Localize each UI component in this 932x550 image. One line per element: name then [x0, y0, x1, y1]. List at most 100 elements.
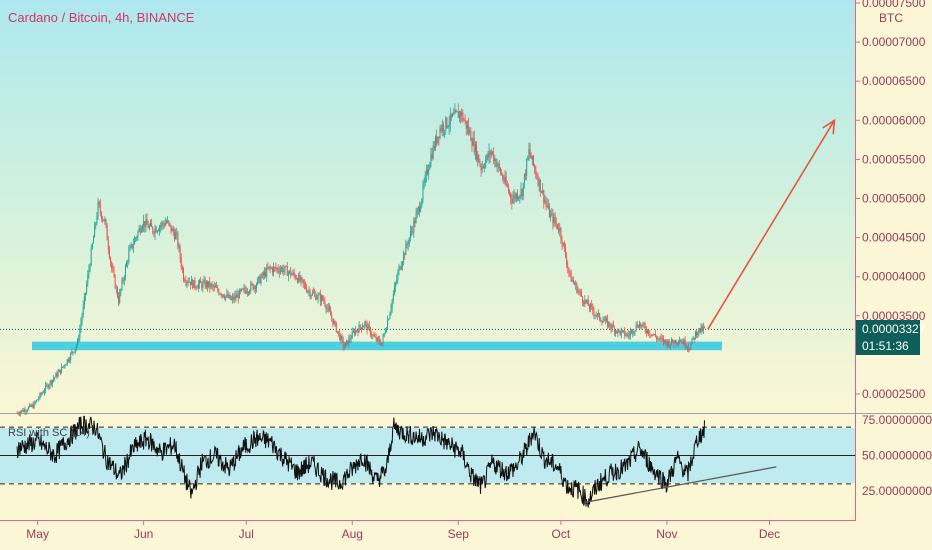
candle-body	[61, 366, 63, 374]
rsi-trendline[interactable]	[584, 466, 777, 503]
candle-body	[314, 293, 316, 294]
candle-body	[381, 343, 383, 346]
candle-body	[183, 269, 185, 281]
candle-body	[563, 242, 565, 249]
candle-body	[373, 334, 375, 337]
candle-body	[648, 330, 650, 335]
candle-body	[319, 294, 321, 302]
candle-body	[693, 337, 695, 340]
price-axis-area[interactable]	[855, 0, 932, 520]
candle-body	[592, 306, 594, 311]
candle-body	[415, 213, 417, 223]
candle-body	[701, 326, 703, 331]
candle-body	[595, 314, 597, 316]
candle-body	[168, 220, 170, 224]
candle-body	[558, 228, 560, 232]
candle-body	[535, 169, 537, 176]
candle-body	[145, 219, 147, 228]
projection-arrow[interactable]	[707, 118, 836, 330]
candle-body	[123, 277, 125, 281]
candle-body	[233, 296, 235, 300]
candle-body	[574, 282, 576, 285]
candle-body	[371, 334, 373, 336]
candle-body	[147, 224, 149, 229]
candle-body	[387, 320, 389, 329]
candle-body	[544, 200, 546, 202]
candle-body	[251, 283, 253, 285]
candle-body	[520, 189, 522, 196]
candle-body	[73, 351, 75, 353]
candle-body	[566, 256, 568, 265]
candle-body	[179, 246, 181, 258]
candle-body	[560, 228, 562, 239]
candle-body	[603, 320, 605, 322]
candle-body	[389, 313, 391, 319]
candle-body	[250, 283, 252, 292]
candle-body	[445, 117, 447, 131]
candle-body	[408, 237, 410, 245]
candle-body	[519, 195, 521, 198]
candlestick-series[interactable]	[16, 103, 706, 417]
candle-body	[441, 124, 443, 131]
candle-body	[340, 335, 342, 340]
candle-body	[530, 155, 532, 160]
candle-body	[297, 278, 299, 283]
candle-body	[327, 307, 329, 309]
candle-body	[31, 404, 33, 407]
candle-body	[162, 222, 164, 225]
candle-body	[45, 385, 47, 391]
candle-body	[643, 323, 645, 327]
candle-body	[531, 155, 533, 160]
candle-body	[365, 322, 367, 324]
candle-body	[306, 288, 308, 292]
candle-body	[189, 281, 191, 286]
candle-body	[366, 323, 368, 331]
candle-body	[541, 191, 542, 193]
candle-body	[241, 288, 243, 291]
candle-body	[424, 175, 426, 183]
candle-body	[111, 262, 113, 269]
candle-body	[204, 280, 206, 288]
rsi-title: RSI with SC (14)	[8, 427, 90, 439]
candle-body	[163, 224, 165, 226]
candle-body	[476, 144, 478, 160]
candle-body	[181, 266, 183, 270]
candle-body	[184, 280, 186, 282]
candle-body	[229, 294, 231, 300]
candle-body	[209, 281, 211, 288]
support-zone[interactable]	[32, 341, 722, 351]
candle-body	[307, 291, 309, 292]
candle-body	[37, 399, 39, 401]
candle-body	[275, 267, 277, 269]
candle-body	[354, 331, 356, 335]
price-pane[interactable]	[0, 0, 855, 413]
candle-body	[107, 240, 109, 250]
candle-body	[64, 365, 66, 367]
candle-body	[91, 243, 93, 249]
candle-body	[268, 266, 270, 269]
candle-body	[219, 293, 221, 295]
candle-body	[271, 268, 273, 273]
candle-body	[403, 253, 405, 263]
candle-body	[678, 340, 680, 343]
candle-body	[71, 351, 73, 354]
candle-body	[30, 404, 32, 407]
candle-body	[611, 324, 613, 329]
candle-body	[375, 337, 377, 341]
candle-body	[70, 353, 72, 360]
candle-body	[39, 393, 41, 399]
candle-body	[243, 288, 245, 290]
candle-body	[195, 286, 197, 288]
candle-body	[298, 275, 300, 283]
candle-body	[302, 279, 304, 283]
candle-body	[429, 164, 431, 170]
candle-body	[636, 324, 638, 328]
candle-body	[590, 304, 592, 309]
candle-body	[431, 154, 433, 159]
candle-body	[38, 398, 40, 400]
candle-body	[591, 304, 593, 307]
time-axis-area[interactable]	[0, 520, 932, 550]
candle-body	[330, 310, 332, 316]
candle-body	[405, 243, 407, 256]
candle-body	[588, 305, 590, 309]
